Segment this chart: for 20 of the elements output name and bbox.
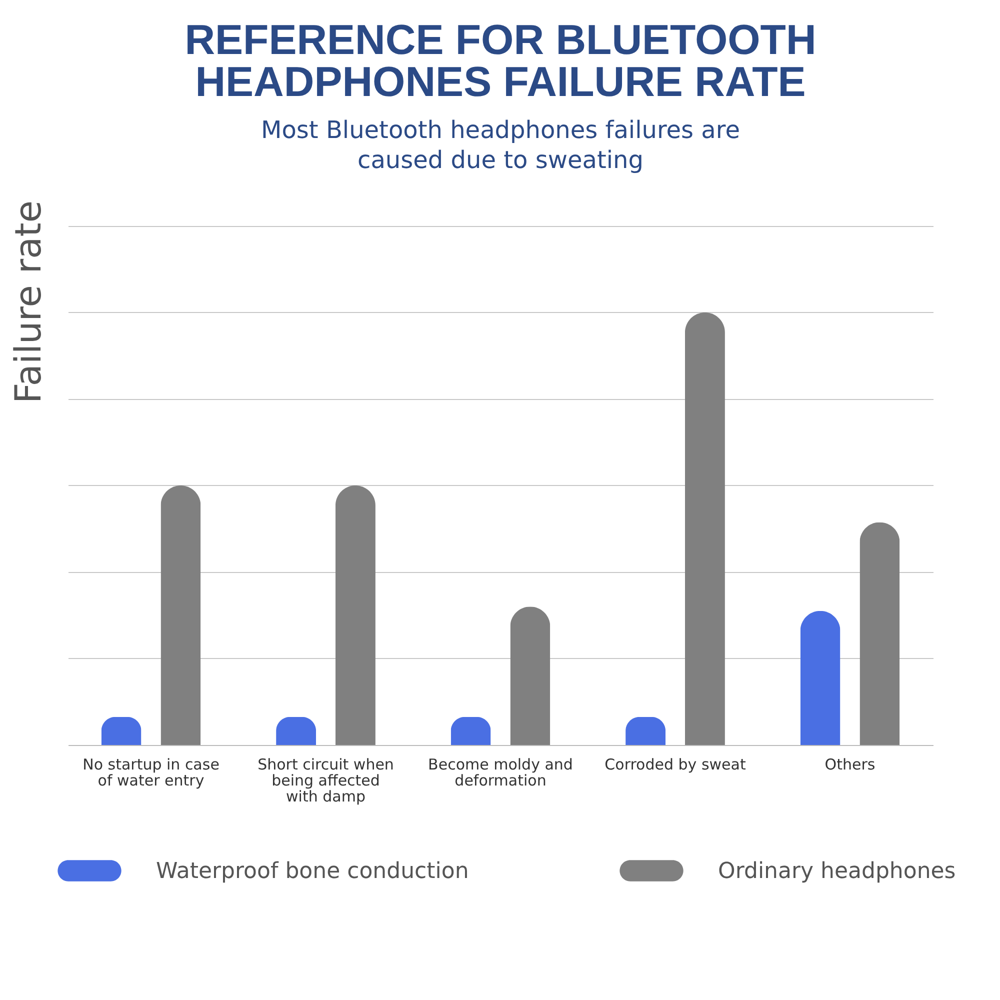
bar (510, 606, 550, 745)
bar (860, 522, 900, 745)
x-tick-label: No startup in case of water entry (82, 756, 220, 790)
bar (101, 716, 142, 745)
x-tick-label: Corroded by sweat (604, 756, 746, 774)
x-tick-label: Others (824, 756, 876, 774)
bar (626, 716, 666, 745)
legend-label: Ordinary headphones (718, 858, 956, 884)
y-axis-title: Failure rate (8, 200, 50, 404)
x-tick-label: Become moldy and deformation (428, 756, 573, 790)
chart-title: REFERENCE FOR BLUETOOTH HEADPHONES FAILURE RATE (184, 16, 816, 105)
bar (684, 312, 725, 745)
bar (800, 610, 840, 745)
bar (276, 716, 316, 745)
bar (335, 485, 376, 745)
legend-label: Waterproof bone conduction (156, 858, 469, 884)
chart-subtitle: Most Bluetooth headphones failures are caused due to sweating (261, 116, 740, 174)
bar (160, 485, 201, 745)
bar (450, 716, 491, 745)
x-tick-label: Short circuit when being affected with damp (258, 756, 394, 806)
